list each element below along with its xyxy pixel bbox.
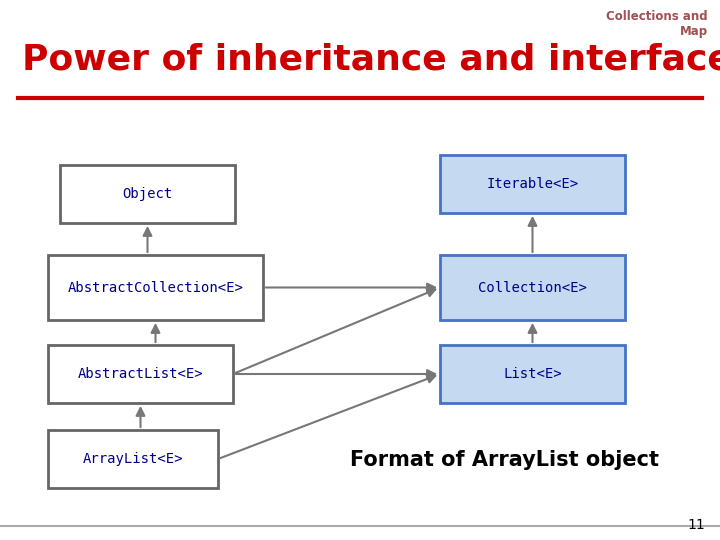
Bar: [440, 255, 625, 320]
Text: Iterable<E>: Iterable<E>: [487, 177, 579, 191]
Text: Collections and: Collections and: [606, 10, 708, 23]
Bar: [48, 345, 233, 403]
Text: AbstractList<E>: AbstractList<E>: [78, 367, 203, 381]
Bar: [48, 255, 263, 320]
Bar: [60, 165, 235, 223]
Text: Collection<E>: Collection<E>: [478, 280, 587, 294]
Bar: [440, 155, 625, 213]
Bar: [48, 430, 218, 488]
Text: Power of inheritance and interfaces: Power of inheritance and interfaces: [22, 42, 720, 76]
Text: Format of ArrayList object: Format of ArrayList object: [350, 450, 659, 470]
Text: List<E>: List<E>: [503, 367, 562, 381]
Text: Map: Map: [680, 25, 708, 38]
Text: ArrayList<E>: ArrayList<E>: [83, 452, 184, 466]
Text: Object: Object: [122, 187, 173, 201]
Bar: [440, 345, 625, 403]
Text: 11: 11: [688, 518, 705, 532]
Text: AbstractCollection<E>: AbstractCollection<E>: [68, 280, 243, 294]
